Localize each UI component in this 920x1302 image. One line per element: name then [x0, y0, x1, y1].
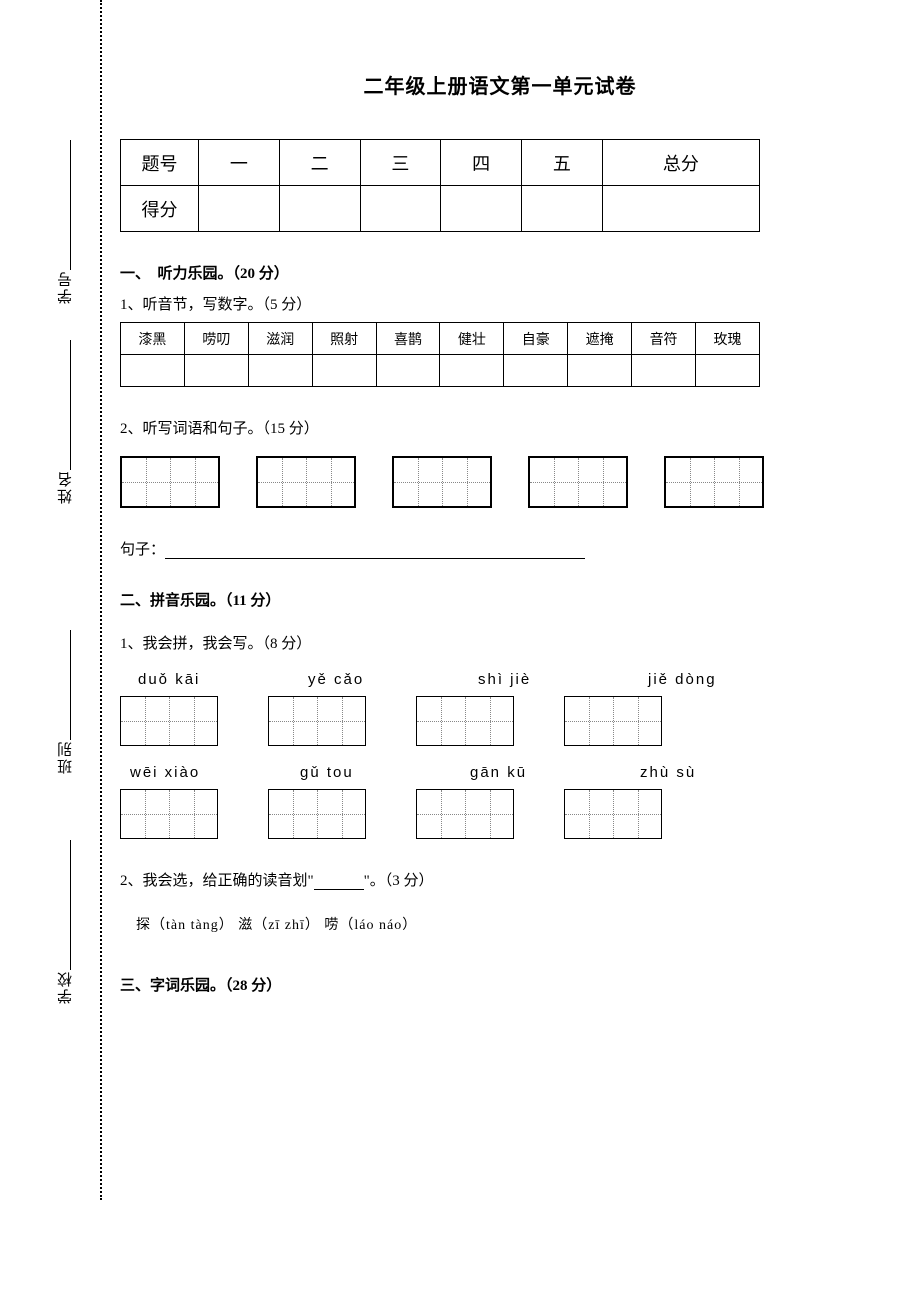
vocab-cell: 健壮: [440, 323, 504, 355]
vocab-table: 漆黑 唠叨 滋润 照射 喜鹊 健壮 自豪 遮掩 音符 玫瑰: [120, 322, 760, 387]
char-pair: [256, 456, 356, 508]
pinyin-item: wēi xiào: [130, 764, 250, 781]
sentence-label: 句子：: [120, 542, 165, 558]
readings-line: 探（tàn tàng） 滋（zī zhī） 唠（láo náo）: [136, 914, 880, 934]
section1-q1: 1、听音节，写数字。（5 分）: [120, 293, 880, 314]
vocab-cell: 照射: [312, 323, 376, 355]
vocab-cell: 唠叨: [184, 323, 248, 355]
vocab-answer: [632, 355, 696, 387]
pinyin-row: duǒ kāi yě cǎo shì jiè jiě dòng: [120, 671, 880, 688]
page-title: 二年级上册语文第一单元试卷: [120, 70, 880, 99]
vocab-answer: [248, 355, 312, 387]
score-col: 一: [199, 140, 280, 186]
vocab-answer: [696, 355, 760, 387]
vocab-answer: [568, 355, 632, 387]
sidebar-xuexiao: 学校: [55, 970, 76, 1004]
vocab-cell: 玫瑰: [696, 323, 760, 355]
sidebar-xuehao: 学号: [55, 270, 76, 304]
sentence-underline: [165, 545, 585, 559]
sidebar-xuexiao-line: [70, 840, 71, 970]
char-pair: [564, 696, 662, 746]
char-pair: [120, 789, 218, 839]
vocab-cell: 滋润: [248, 323, 312, 355]
score-col: 五: [522, 140, 603, 186]
pinyin-item: zhù sù: [640, 764, 760, 781]
char-pair: [416, 696, 514, 746]
score-table: 题号 一 二 三 四 五 总分 得分: [120, 139, 760, 232]
vocab-answer: [184, 355, 248, 387]
char-pair: [564, 789, 662, 839]
vocab-cell: 漆黑: [121, 323, 185, 355]
sidebar-banbie: 班别: [55, 740, 76, 774]
section2-q2: 2、我会选，给正确的读音划" "。（3 分）: [120, 869, 880, 890]
section2-q2-prefix: 2、我会选，给正确的读音划": [120, 873, 314, 889]
char-pair: [268, 696, 366, 746]
score-cell: [199, 186, 280, 232]
sidebar-banbie-line: [70, 630, 71, 740]
score-col: 三: [360, 140, 441, 186]
section2-q2-suffix: "。（3 分）: [364, 873, 434, 889]
char-box-row: [120, 696, 880, 746]
pinyin-item: yě cǎo: [308, 671, 428, 688]
section2-heading: 二、拼音乐园。（11 分）: [120, 589, 880, 610]
char-pair: [120, 696, 218, 746]
vocab-cell: 音符: [632, 323, 696, 355]
char-pair: [664, 456, 764, 508]
score-cell: [279, 186, 360, 232]
char-pair: [120, 456, 220, 508]
score-row-label: 题号: [121, 140, 199, 186]
char-pair: [392, 456, 492, 508]
vocab-answer: [440, 355, 504, 387]
char-box-row: [120, 456, 880, 508]
pinyin-item: duǒ kāi: [138, 671, 258, 688]
pinyin-item: gǔ tou: [300, 764, 420, 781]
sidebar-xingming: 姓名: [55, 470, 76, 504]
sidebar-xingming-line: [70, 340, 71, 470]
pinyin-item: shì jiè: [478, 671, 598, 688]
cut-line: [100, 0, 102, 1200]
char-box-row: [120, 789, 880, 839]
score-row-label: 得分: [121, 186, 199, 232]
score-cell: [441, 186, 522, 232]
vocab-answer: [121, 355, 185, 387]
char-pair: [416, 789, 514, 839]
section3-heading: 三、字词乐园。（28 分）: [120, 974, 880, 995]
score-col: 二: [279, 140, 360, 186]
score-cell: [522, 186, 603, 232]
vocab-cell: 自豪: [504, 323, 568, 355]
char-pair: [528, 456, 628, 508]
score-cell: [602, 186, 759, 232]
score-col: 四: [441, 140, 522, 186]
section1-heading: 一、 听力乐园。（20 分）: [120, 262, 880, 283]
q2-underline: [314, 878, 364, 890]
pinyin-item: gān kū: [470, 764, 590, 781]
sidebar-xuehao-line: [70, 140, 71, 270]
pinyin-row: wēi xiào gǔ tou gān kū zhù sù: [120, 764, 880, 781]
pinyin-item: jiě dòng: [648, 671, 768, 688]
vocab-answer: [376, 355, 440, 387]
char-pair: [268, 789, 366, 839]
score-col: 总分: [602, 140, 759, 186]
sentence-line: 句子：: [120, 538, 880, 559]
score-cell: [360, 186, 441, 232]
vocab-answer: [312, 355, 376, 387]
vocab-cell: 喜鹊: [376, 323, 440, 355]
section2-q1: 1、我会拼，我会写。（8 分）: [120, 632, 880, 653]
vocab-answer: [504, 355, 568, 387]
vocab-cell: 遮掩: [568, 323, 632, 355]
section1-q2: 2、听写词语和句子。（15 分）: [120, 417, 880, 438]
